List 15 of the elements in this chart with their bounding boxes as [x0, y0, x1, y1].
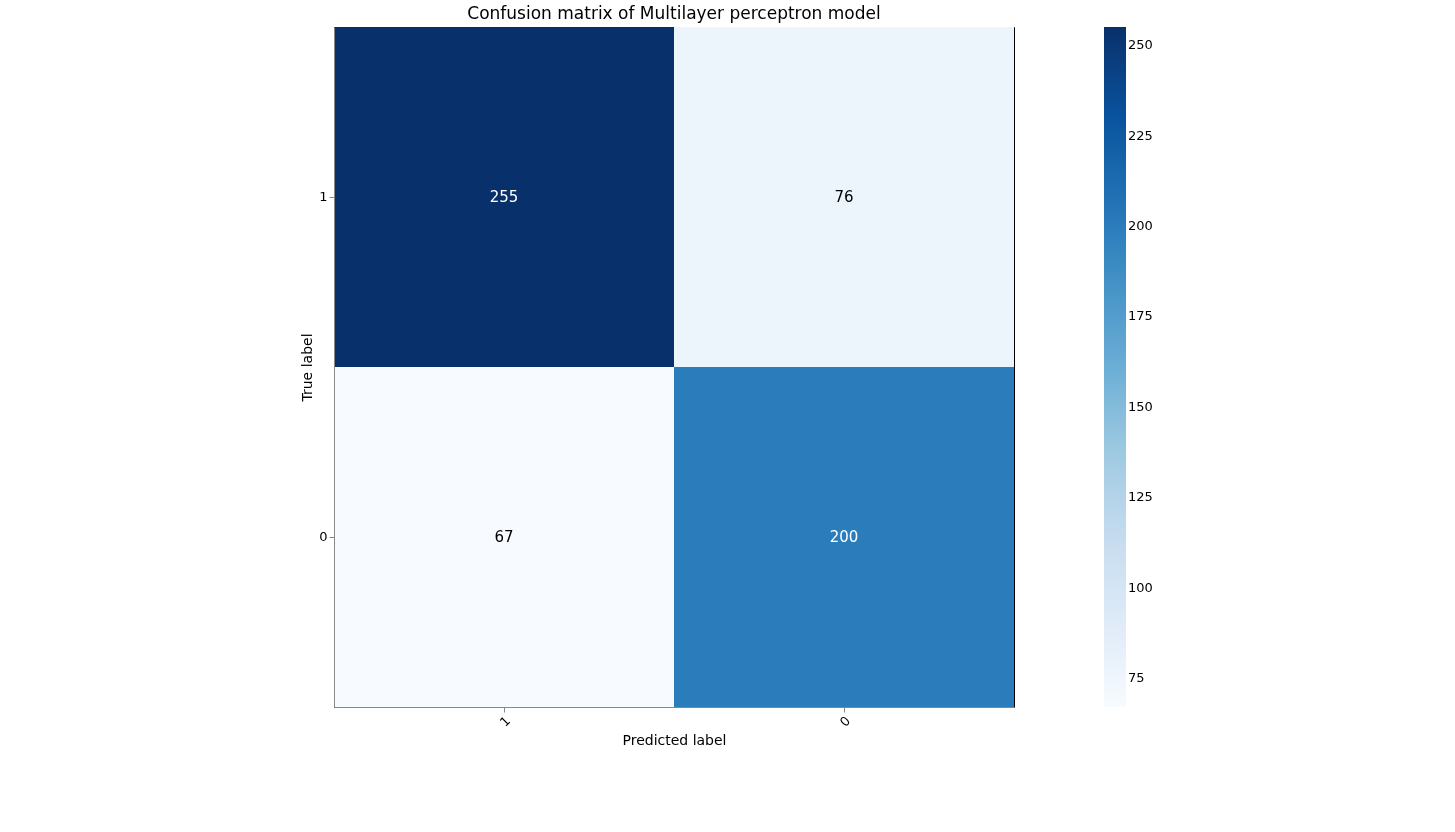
- data-label: 200: [829, 528, 859, 546]
- color-bar-label: 100: [1128, 579, 1153, 595]
- color-bar-label: 200: [1128, 217, 1153, 233]
- color-bar-label: 150: [1128, 398, 1153, 414]
- x-axis-title: Predicted label: [622, 731, 727, 748]
- chart-title: Confusion matrix of Multilayer perceptron model: [467, 3, 881, 23]
- y-axis-title: True label: [299, 333, 316, 403]
- data-label: 67: [494, 528, 514, 546]
- color-bar-label: 75: [1128, 670, 1145, 686]
- color-bar-label: 125: [1128, 489, 1153, 505]
- color-bar-label: 225: [1128, 127, 1153, 143]
- data-label: 76: [834, 188, 854, 206]
- data-label: 255: [489, 188, 519, 206]
- color-bar-label: 175: [1128, 308, 1153, 324]
- color-bar-label: 250: [1128, 37, 1153, 53]
